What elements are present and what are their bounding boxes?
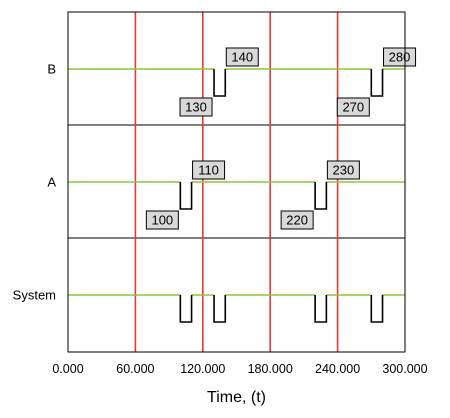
x-tick-label-3: 180.000 — [248, 362, 293, 376]
plot-frame — [67, 11, 406, 353]
failure-pulse-system-130 — [213, 295, 227, 323]
event-label-b-140: 140 — [231, 50, 253, 65]
event-label-b-280: 280 — [389, 50, 411, 65]
x-tick-label-1: 60.000 — [116, 362, 154, 376]
row-label-system: System — [13, 288, 56, 303]
x-tick-labels: 0.000 60.000 120.000 180.000 240.000 300.000 — [52, 362, 427, 376]
row-label-a: A — [47, 175, 56, 190]
event-label-b-130: 130 — [185, 100, 207, 115]
event-label-a-110: 110 — [198, 163, 219, 178]
state-signals — [68, 68, 405, 323]
failure-pulse-a-100 — [179, 182, 193, 210]
plot-border — [67, 11, 406, 353]
event-label-box-a-110 — [192, 160, 226, 180]
row-labels: B A System — [13, 62, 57, 303]
failure-pulse-b-130 — [213, 69, 227, 97]
event-label-b-270: 270 — [342, 100, 364, 115]
event-label-box-b-280 — [383, 47, 417, 67]
x-tick-label-5: 300.000 — [382, 362, 427, 376]
x-tick-label-0: 0.000 — [52, 362, 83, 376]
event-label-box-b-130 — [179, 97, 213, 117]
x-axis-title: Time, (t) — [207, 389, 266, 406]
event-label-box-b-270 — [336, 97, 370, 117]
event-labels: 130 140 270 280 100 110 220 230 — [145, 47, 417, 230]
event-label-a-230: 230 — [333, 163, 355, 178]
event-label-a-100: 100 — [151, 213, 173, 228]
event-label-box-a-100 — [145, 210, 179, 230]
failure-pulse-system-220 — [314, 295, 328, 323]
failure-pulse-system-100 — [179, 295, 193, 323]
x-tick-label-2: 120.000 — [180, 362, 225, 376]
event-label-box-a-230 — [326, 160, 360, 180]
row-label-b: B — [47, 62, 56, 77]
event-label-box-b-140 — [225, 47, 259, 67]
failure-pulse-b-270 — [370, 69, 384, 97]
x-tick-label-4: 240.000 — [315, 362, 360, 376]
row-panels — [68, 124, 405, 239]
failure-pulse-system-270 — [370, 295, 384, 323]
event-label-a-220: 220 — [286, 213, 308, 228]
event-label-box-a-220 — [280, 210, 314, 230]
failure-pulse-a-220 — [314, 182, 328, 210]
